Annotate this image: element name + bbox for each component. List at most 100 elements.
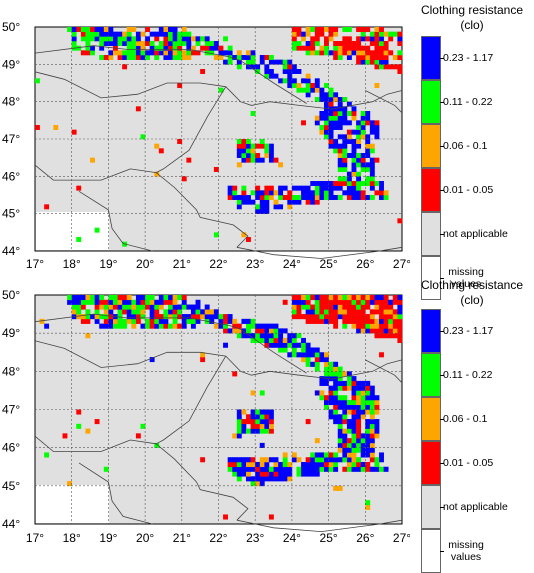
clo-cell	[154, 304, 160, 310]
clo-cell	[246, 333, 251, 339]
clo-cell	[324, 27, 329, 32]
clo-cell	[236, 457, 242, 463]
clo-cell	[374, 125, 380, 130]
clo-cell	[310, 457, 316, 463]
clo-cell	[392, 328, 398, 334]
clo-cell	[333, 111, 339, 116]
clo-cell	[190, 36, 196, 42]
clo-cell	[379, 333, 384, 339]
clo-cell	[236, 423, 242, 429]
clo-cell	[388, 50, 394, 56]
country-border	[240, 60, 307, 104]
clo-cell	[273, 471, 279, 477]
clo-cell	[80, 314, 86, 320]
clo-cell	[236, 414, 242, 420]
clo-cell	[324, 120, 329, 126]
clo-cell	[76, 45, 82, 51]
legend-label: 0.11 - 0.22	[443, 369, 493, 381]
clo-cell	[333, 27, 339, 32]
clo-cell	[255, 328, 261, 334]
clo-cell	[282, 328, 288, 334]
clo-cell	[319, 129, 325, 135]
longitude-label: 20°	[136, 531, 154, 545]
clo-cell	[342, 395, 348, 401]
clo-cell	[324, 125, 329, 130]
clo-cell	[122, 55, 128, 60]
clo-cell	[383, 304, 389, 310]
clo-cell	[172, 323, 178, 329]
clo-cell	[255, 409, 261, 415]
clo-cell	[236, 55, 242, 60]
clo-cell	[241, 461, 247, 468]
clo-cell	[296, 333, 302, 339]
clo-cell	[241, 466, 247, 472]
clo-cell	[374, 83, 380, 88]
clo-cell	[301, 36, 306, 42]
clo-cell	[337, 45, 343, 51]
clo-cell	[259, 337, 265, 344]
clo-cell	[223, 342, 228, 348]
clo-cell	[337, 125, 343, 130]
clo-cell	[374, 295, 380, 301]
clo-cell	[296, 299, 302, 305]
clo-cell	[342, 323, 348, 329]
clo-cell	[360, 442, 366, 448]
clo-cell	[305, 352, 311, 358]
clo-cell	[383, 309, 389, 315]
clo-cell	[365, 45, 371, 51]
clo-cell	[324, 299, 329, 305]
clo-cell	[365, 181, 371, 186]
clo-cell	[103, 309, 109, 315]
clo-cell	[131, 45, 137, 51]
clo-cell	[369, 120, 375, 126]
clo-cell	[168, 27, 173, 32]
clo-cell	[379, 328, 384, 334]
longitude-labels: 17° 18° 19° 20° 21° 22° 23° 24° 25° 26° 27°	[26, 531, 410, 545]
clo-cells	[35, 27, 403, 247]
clo-cell	[319, 461, 325, 468]
clo-cell	[85, 428, 91, 434]
clo-cell	[67, 481, 72, 487]
clo-cell	[268, 428, 274, 434]
clo-cell	[158, 299, 164, 305]
legend-tick	[440, 146, 444, 147]
clo-cell	[356, 447, 362, 453]
clo-cell	[154, 55, 160, 60]
clo-cell	[246, 199, 251, 205]
clo-cell	[236, 433, 242, 439]
clo-cell	[369, 167, 375, 172]
clo-cell	[356, 399, 362, 406]
clo-cell	[250, 157, 256, 163]
clo-cell	[383, 323, 389, 329]
clo-cell	[94, 304, 100, 310]
clo-cell	[328, 115, 334, 121]
clo-cell	[337, 309, 343, 315]
clo-cell	[200, 357, 206, 363]
clo-cell	[80, 36, 86, 42]
clo-cell	[392, 309, 398, 315]
clo-cell	[268, 476, 274, 482]
clo-cell	[388, 64, 394, 70]
clo-cell	[227, 318, 233, 324]
clo-cell	[351, 314, 357, 320]
clo-cell	[282, 342, 288, 348]
clo-cell	[71, 304, 77, 310]
clo-cell	[319, 97, 325, 102]
clo-cell	[333, 395, 339, 401]
clo-cell	[314, 347, 320, 353]
clo-cell	[218, 55, 224, 60]
clo-cell	[351, 428, 357, 434]
clo-cell	[264, 55, 270, 60]
clo-cell	[374, 457, 380, 463]
clo-cell	[351, 143, 357, 149]
clo-cell	[246, 471, 251, 477]
clo-cell	[126, 314, 132, 320]
clo-cell	[44, 452, 50, 458]
clo-cell	[360, 414, 366, 420]
clo-cell	[346, 314, 352, 320]
clo-cell	[333, 143, 339, 149]
clo-cell	[356, 304, 362, 310]
clo-cell	[337, 176, 343, 182]
clo-cell	[264, 209, 270, 214]
clo-cell	[255, 195, 261, 200]
